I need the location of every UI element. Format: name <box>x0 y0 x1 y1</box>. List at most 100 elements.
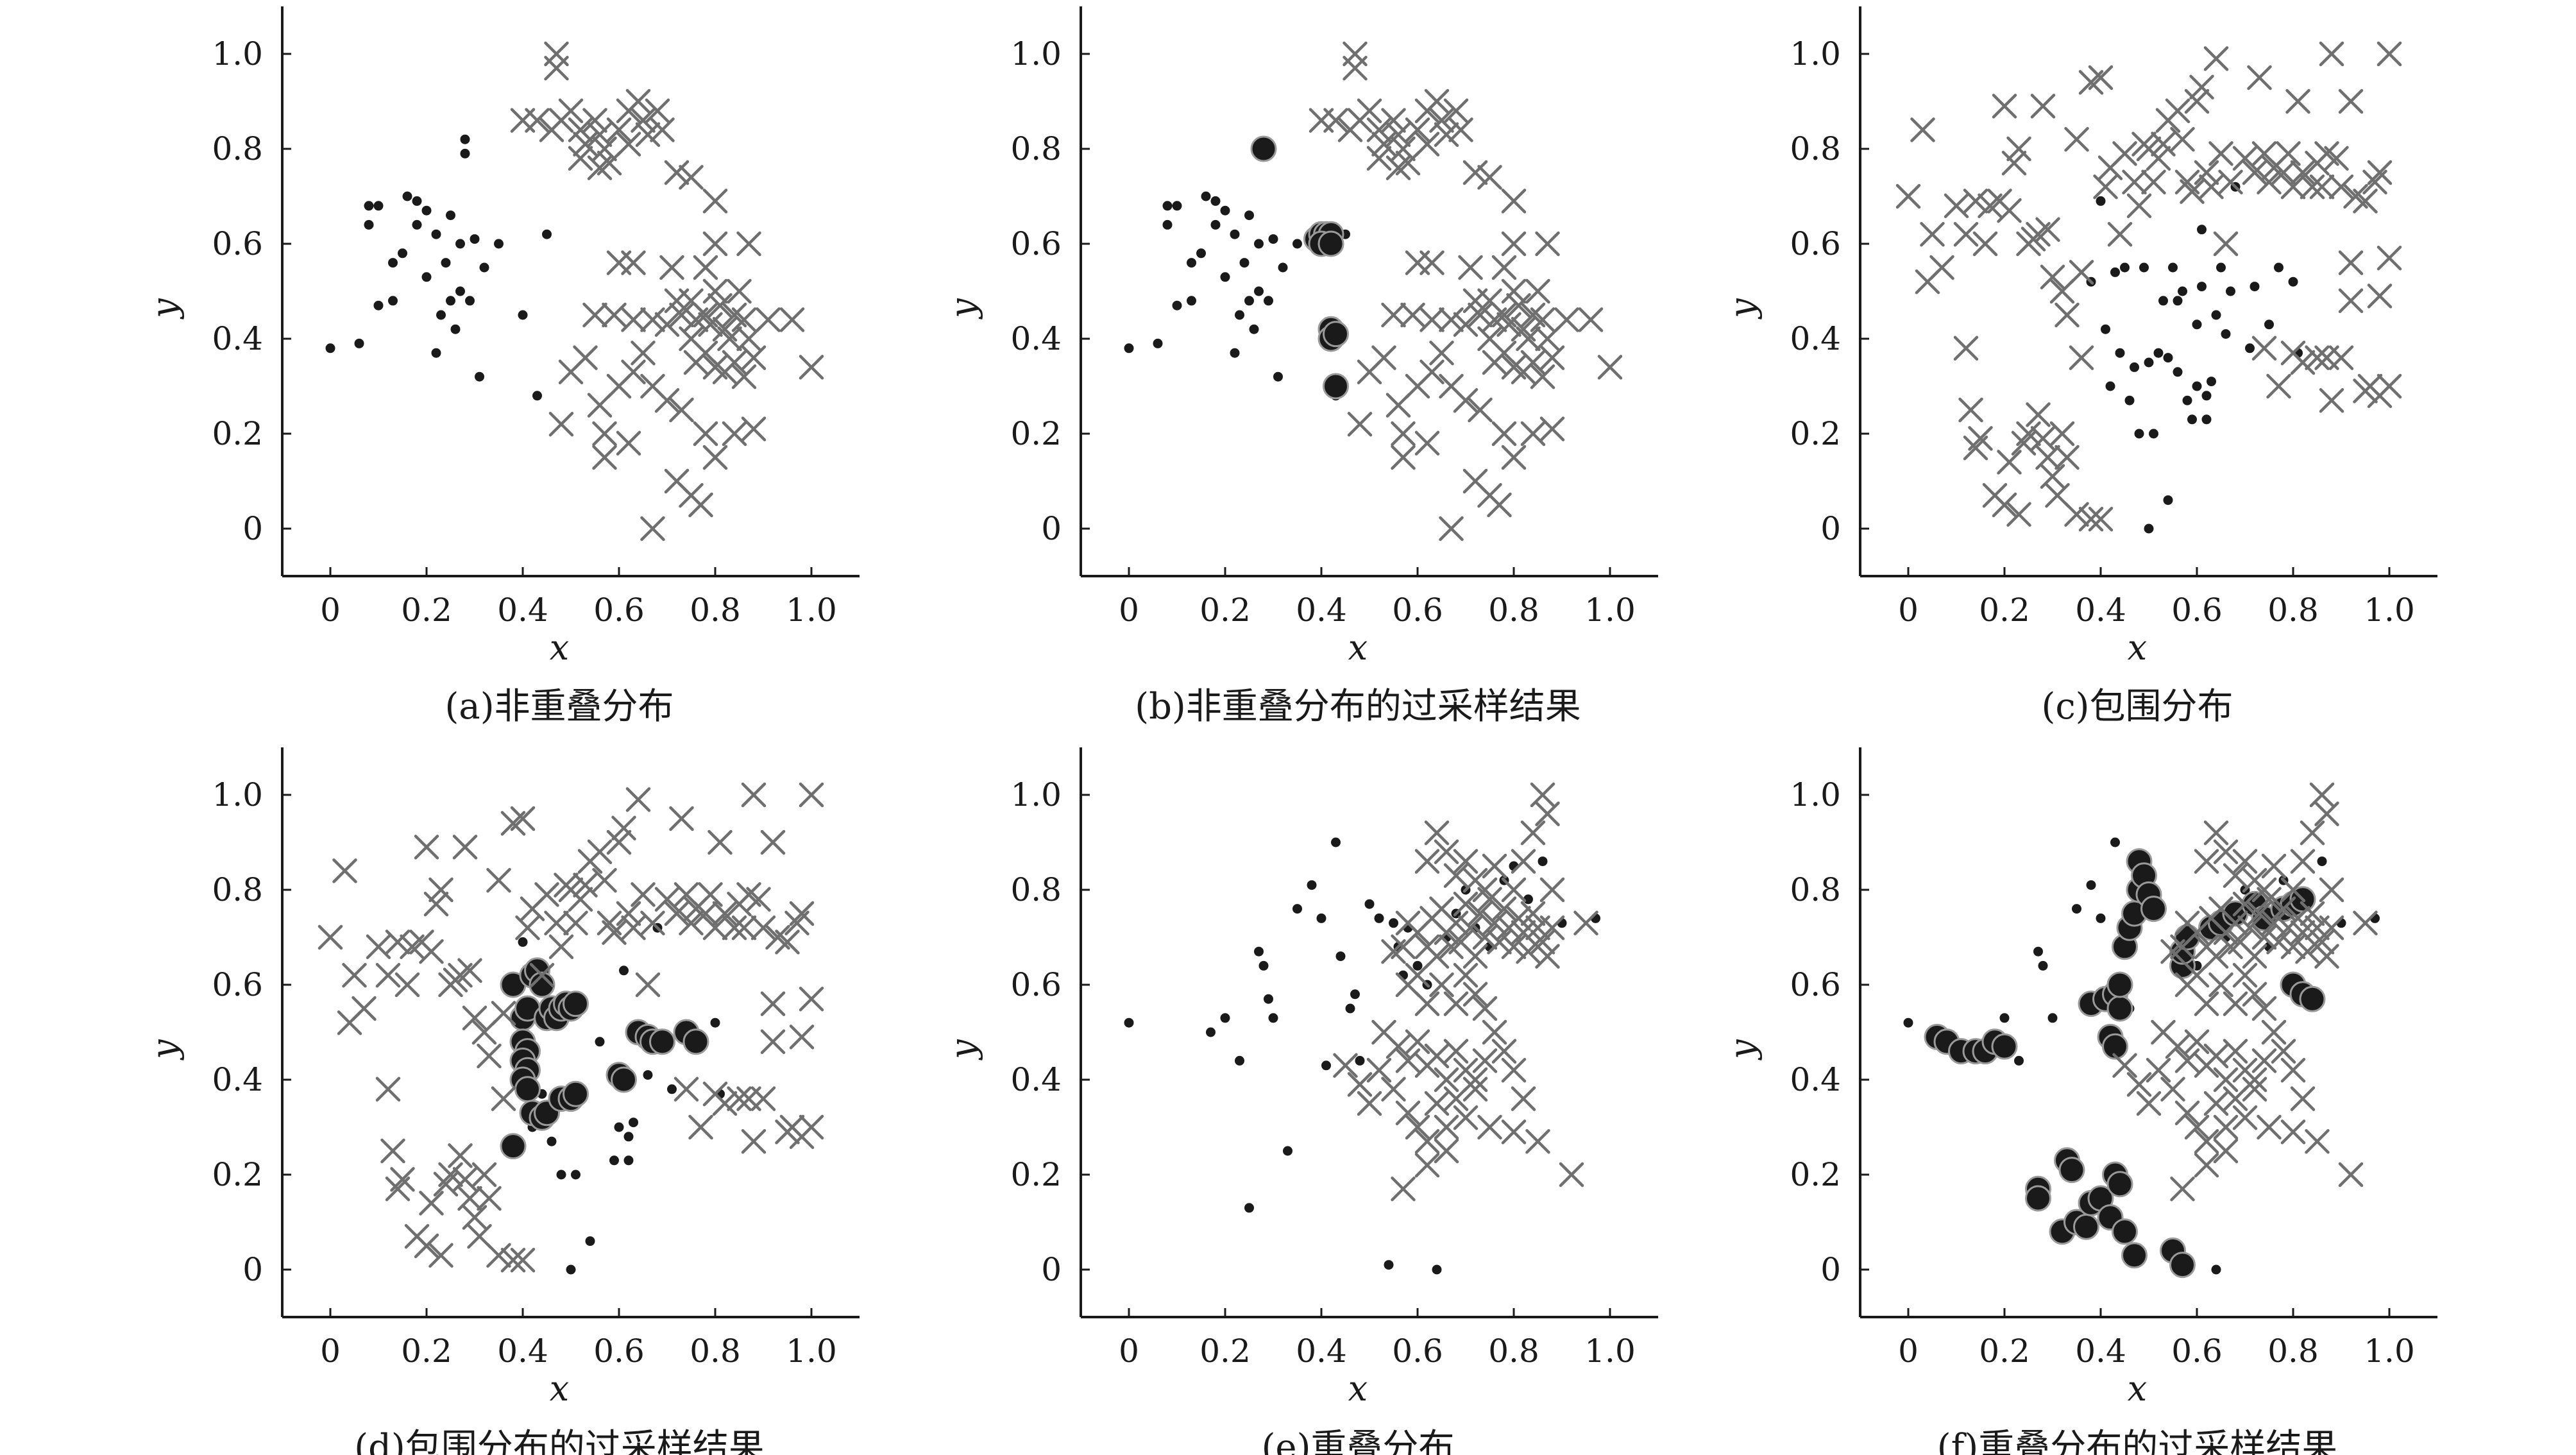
chart-b-majority-point <box>1468 302 1493 328</box>
chart-d-majority-point <box>452 1167 478 1192</box>
chart-e-majority-point <box>1391 1176 1416 1202</box>
chart-d-majority-point <box>394 972 420 998</box>
chart-a-x-tick-label: 0.2 <box>401 591 452 629</box>
chart-e-majority-point <box>1491 1039 1517 1064</box>
chart-a-majority-point <box>640 516 665 541</box>
chart-e-majority-point <box>1487 930 1512 955</box>
chart-a-majority-point <box>693 421 718 447</box>
chart-c-majority-point <box>1953 221 1979 247</box>
chart-c-majority-point <box>2218 169 2243 195</box>
chart-b-majority-point <box>1347 411 1373 437</box>
chart-a-majority-point <box>693 255 718 280</box>
chart-e-majority-point <box>1501 1119 1527 1144</box>
chart-e-x-axis-label: x <box>1348 1368 1368 1409</box>
chart-d-majority-point <box>375 962 401 988</box>
chart-c-majority-point <box>1972 231 1998 257</box>
chart-e-minority-point <box>1321 1060 1331 1071</box>
chart-b-x-tick-label: 0.2 <box>1199 591 1251 629</box>
chart-e-majority-point <box>1434 1138 1459 1164</box>
chart-a-majority-point <box>631 108 656 133</box>
chart-f-majority-point <box>2261 853 2287 879</box>
chart-a-majority-point <box>582 108 607 133</box>
chart-c-minority-point <box>2192 381 2202 391</box>
chart-e-minority-point <box>1432 1264 1442 1275</box>
chart-a-minority-point <box>436 310 446 320</box>
chart-b-majority-point <box>1429 340 1454 366</box>
chart-b-minority-point <box>1239 258 1250 268</box>
chart-d-majority-point <box>750 915 776 940</box>
chart-b-majority-point <box>1366 117 1392 142</box>
chart-d-majority-point <box>491 1086 516 1111</box>
chart-b-majority-point <box>1371 345 1396 370</box>
chart-d-majority-point <box>592 867 617 893</box>
chart-c-majority-point <box>2367 284 2393 309</box>
chart-f-synthetic-point <box>2073 1213 2099 1240</box>
chart-f-majority-point <box>2213 1067 2239 1093</box>
chart-f-majority-point <box>2353 910 2378 936</box>
chart-a-minority-point <box>364 201 374 211</box>
chart-b-y-tick-label: 0.4 <box>1010 320 1062 357</box>
chart-e-x-tick-label: 0.4 <box>1296 1332 1347 1370</box>
chart-f-synthetic-point <box>2169 1252 2196 1279</box>
chart-c-majority-point <box>2290 350 2316 375</box>
chart-a-minority-point <box>532 391 542 401</box>
chart-c-majority-point <box>2276 141 2301 166</box>
chart-a-minority-point <box>373 201 384 211</box>
chart-b-minority-point <box>1187 296 1196 306</box>
chart-f-synthetic-point <box>2106 995 2133 1022</box>
chart-d-majority-point <box>731 915 757 940</box>
chart-c-x-tick-label: 0.2 <box>1979 591 2030 629</box>
chart-b-majority-point <box>1448 117 1473 142</box>
chart-d-majority-point <box>390 1167 415 1192</box>
chart-c-majority-point <box>2040 264 2065 290</box>
chart-c-majority-point <box>2165 98 2190 124</box>
chart-b-minority-point <box>1230 229 1240 239</box>
chart-a-majority-point <box>616 132 641 157</box>
chart-e-majority-point <box>1530 930 1555 955</box>
chart-b-synthetic-point <box>1318 230 1344 257</box>
chart-c-minority-point <box>2245 343 2255 353</box>
chart-c-caption: (c)包围分布 <box>2041 686 2233 728</box>
chart-e-minority-point <box>1264 994 1273 1004</box>
chart-d-majority-point <box>486 1243 511 1268</box>
chart-f-minority-point <box>2038 960 2048 971</box>
chart-a-majority-point <box>799 355 824 380</box>
chart-a-majority-point <box>664 160 690 185</box>
chart-a-majority-point <box>698 312 723 337</box>
chart-b-minority-point <box>1162 201 1173 211</box>
chart-d-majority-point <box>573 872 598 898</box>
chart-d-majority-point <box>741 782 767 808</box>
chart-a-x-tick-label: 0.4 <box>497 591 548 629</box>
chart-f-majority-point <box>2213 1114 2239 1140</box>
chart-d-majority-point <box>375 1076 401 1102</box>
chart-e-majority-point <box>1414 1152 1440 1178</box>
chart-c-majority-point <box>2377 245 2402 271</box>
chart-e-series-x <box>1333 782 1598 1202</box>
chart-e-minority-point <box>1124 1017 1134 1028</box>
chart-f-minority-point <box>2110 837 2120 847</box>
chart-e-minority-point <box>1283 1146 1292 1156</box>
chart-c-minority-point <box>2173 367 2183 377</box>
chart-a-minority-point <box>402 191 412 201</box>
chart-b-minority-point <box>1254 286 1264 296</box>
chart-d-majority-point <box>775 930 800 955</box>
chart-f-majority-point <box>2213 1138 2239 1164</box>
chart-c-majority-point <box>2338 89 2364 114</box>
chart-a-minority-point <box>450 324 461 334</box>
chart-c-majority-point <box>1895 183 1921 209</box>
chart-a-series-x <box>510 41 824 541</box>
chart-d-majority-point <box>544 910 569 936</box>
chart-a-majority-point <box>606 117 632 142</box>
chart-a-majority-point <box>568 117 593 142</box>
chart-c-minority-point <box>2144 357 2154 368</box>
chart-a-majority-point <box>683 350 709 375</box>
chart-a-majority-point <box>625 89 651 114</box>
chart-e-majority-point <box>1453 891 1479 917</box>
chart-a-majority-point <box>621 250 646 275</box>
chart-d-minority-point <box>556 1170 566 1180</box>
chart-b-majority-point <box>1414 430 1440 456</box>
chart-c-majority-point <box>2285 89 2310 114</box>
chart-c-minority-point <box>2182 395 2192 405</box>
chart-e-majority-point <box>1462 982 1488 1007</box>
